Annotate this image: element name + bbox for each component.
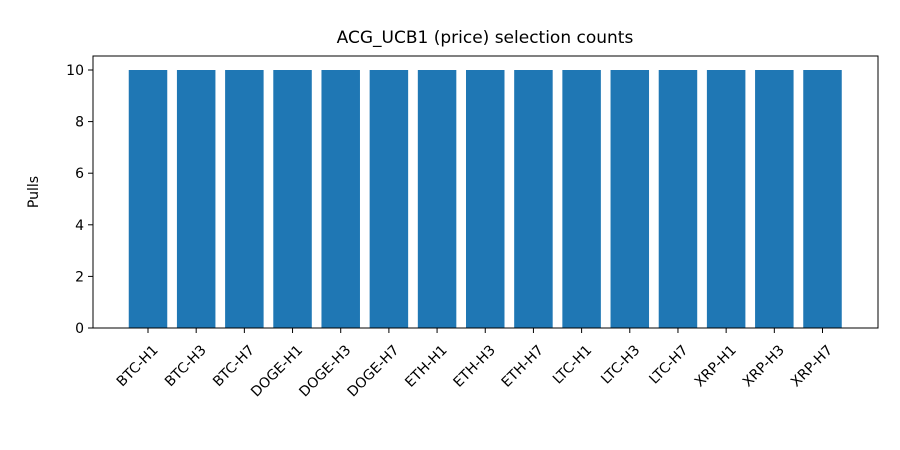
bar-doge-h1 (273, 70, 312, 328)
bar-eth-h7 (514, 70, 553, 328)
bar-eth-h1 (417, 70, 457, 328)
x-tick-label: XRP-H1 (692, 342, 740, 390)
x-tick-label: DOGE-H1 (248, 342, 306, 400)
y-tick-label: 2 (75, 269, 84, 285)
x-tick-label: ETH-H3 (450, 342, 498, 390)
bar-xrp-h3 (755, 70, 794, 328)
x-tick-label: BTC-H1 (114, 342, 162, 390)
x-tick-label: LTC-H1 (550, 342, 595, 387)
bar-xrp-h7 (803, 70, 842, 328)
x-tick-label: DOGE-H7 (345, 342, 403, 400)
y-tick-label: 4 (75, 218, 84, 234)
bar-xrp-h1 (706, 70, 746, 328)
x-tick-label: ETH-H7 (499, 342, 547, 390)
bar-doge-h3 (321, 70, 360, 328)
x-tick-label: XRP-H3 (740, 342, 788, 390)
bar-eth-h3 (466, 70, 505, 328)
plot-frame (92, 55, 879, 329)
bars-group (128, 70, 842, 328)
y-axis-label: Pulls (26, 176, 42, 208)
bar-doge-h7 (369, 70, 409, 328)
y-axis: 0 2 4 6 8 10 (66, 63, 93, 337)
bar-ltc-h1 (562, 70, 601, 328)
x-tick-label: BTC-H7 (210, 342, 258, 390)
x-tick-label: BTC-H3 (162, 342, 210, 390)
bar-btc-h7 (225, 70, 264, 328)
x-tick-label: LTC-H3 (598, 342, 643, 387)
x-tick-label: XRP-H7 (788, 342, 836, 390)
x-tick-label: ETH-H1 (402, 342, 450, 390)
bar-btc-h1 (128, 70, 168, 328)
chart-title: ACG_UCB1 (price) selection counts (337, 28, 634, 48)
x-tick-label: LTC-H7 (646, 342, 691, 387)
y-tick-label: 10 (66, 63, 84, 79)
bar-btc-h3 (176, 70, 216, 328)
bar-ltc-h7 (658, 70, 698, 328)
y-tick-label: 6 (75, 166, 84, 182)
y-tick-label: 0 (75, 321, 84, 337)
x-tick-label: DOGE-H3 (296, 342, 354, 400)
y-tick-label: 8 (75, 115, 84, 131)
bar-ltc-h3 (610, 70, 650, 328)
